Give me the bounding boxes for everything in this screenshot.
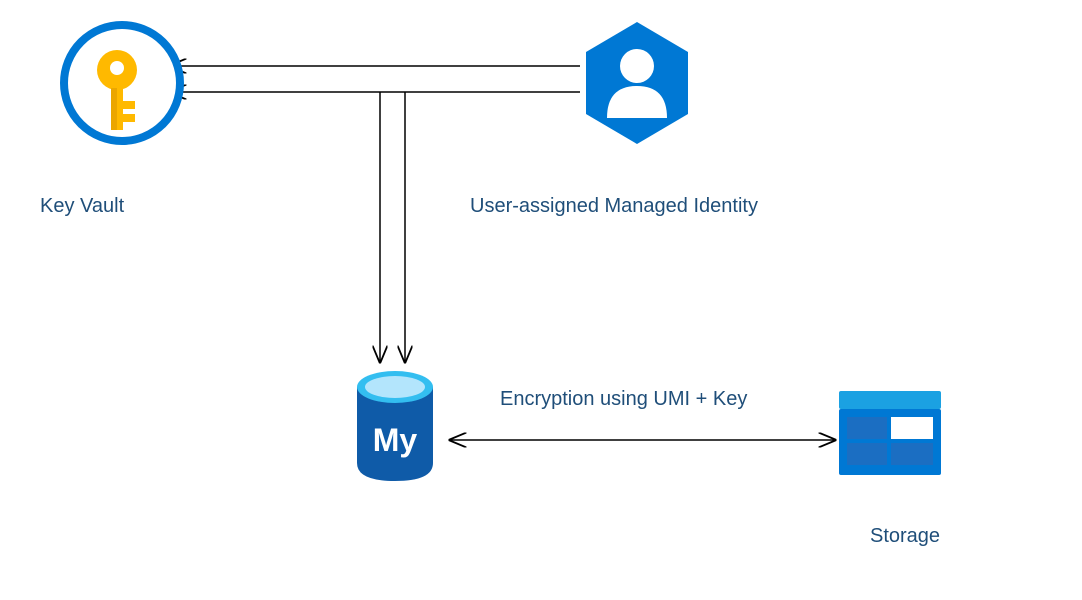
- storage-icon: [835, 385, 945, 485]
- mysql-icon: My: [345, 365, 445, 485]
- storage-label: Storage: [870, 525, 940, 548]
- mysql-text: My: [373, 422, 418, 458]
- key-vault-label: Key Vault: [40, 195, 124, 218]
- key-vault-node: [57, 18, 187, 153]
- storage-node: [835, 385, 945, 490]
- user-identity-icon: [580, 18, 695, 148]
- umi-node: [580, 18, 695, 153]
- umi-label: User-assigned Managed Identity: [470, 195, 758, 218]
- encryption-edge-label: Encryption using UMI + Key: [500, 388, 747, 411]
- key-vault-icon: [57, 18, 187, 148]
- mysql-node: My: [345, 365, 445, 490]
